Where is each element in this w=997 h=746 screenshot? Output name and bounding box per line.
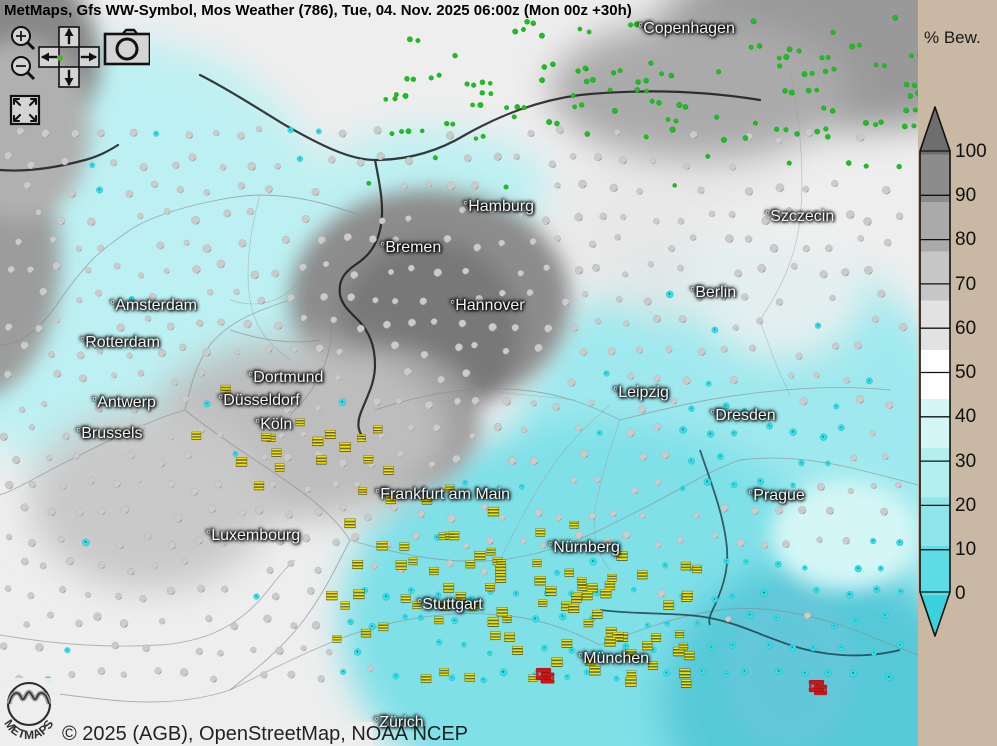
svg-text:80: 80 [955, 229, 976, 250]
svg-text:METMAPS: METMAPS [1, 717, 56, 742]
svg-text:10: 10 [955, 539, 976, 560]
svg-text:50: 50 [955, 362, 976, 383]
svg-text:90: 90 [955, 185, 976, 206]
svg-text:70: 70 [955, 274, 976, 295]
svg-text:100: 100 [955, 141, 987, 162]
svg-text:20: 20 [955, 495, 976, 516]
svg-text:30: 30 [955, 451, 976, 472]
svg-text:40: 40 [955, 406, 976, 427]
svg-text:60: 60 [955, 318, 976, 339]
svg-text:0: 0 [955, 583, 966, 604]
